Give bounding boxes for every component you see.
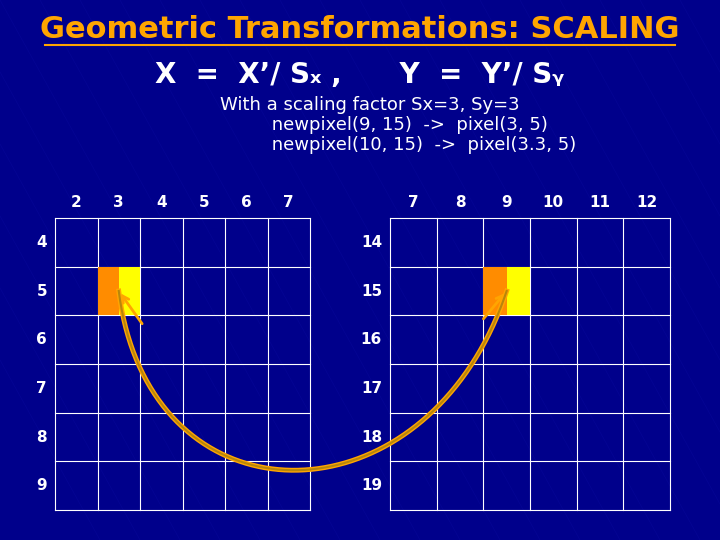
Bar [483,267,507,315]
Text: 12: 12 [636,195,657,210]
Text: 10: 10 [543,195,564,210]
Text: 15: 15 [361,284,382,299]
Text: 7: 7 [37,381,47,396]
Text: 5: 5 [37,284,47,299]
Text: 6: 6 [241,195,251,210]
Text: 3: 3 [114,195,124,210]
Text: 14: 14 [361,235,382,250]
Text: 6: 6 [36,332,47,347]
Text: 2: 2 [71,195,81,210]
Text: 17: 17 [361,381,382,396]
Text: 18: 18 [361,429,382,444]
Text: 8: 8 [37,429,47,444]
Bar [97,267,119,315]
Text: 16: 16 [361,332,382,347]
Text: 4: 4 [37,235,47,250]
Text: newpixel(10, 15)  ->  pixel(3.3, 5): newpixel(10, 15) -> pixel(3.3, 5) [220,136,576,154]
Text: 7: 7 [284,195,294,210]
Text: 11: 11 [590,195,611,210]
Text: 4: 4 [156,195,166,210]
Text: X  =  X’/ Sₓ ,      Y  =  Y’/ Sᵧ: X = X’/ Sₓ , Y = Y’/ Sᵧ [156,61,564,89]
Text: 8: 8 [455,195,465,210]
Bar [119,267,140,315]
Text: Geometric Transformations: SCALING: Geometric Transformations: SCALING [40,16,680,44]
Text: newpixel(9, 15)  ->  pixel(3, 5): newpixel(9, 15) -> pixel(3, 5) [220,116,548,134]
Text: With a scaling factor Sx=3, Sy=3: With a scaling factor Sx=3, Sy=3 [220,96,520,114]
Text: 9: 9 [37,478,47,493]
Text: 5: 5 [199,195,209,210]
Text: 19: 19 [361,478,382,493]
Text: 7: 7 [408,195,418,210]
Text: 9: 9 [501,195,512,210]
Bar [507,267,530,315]
